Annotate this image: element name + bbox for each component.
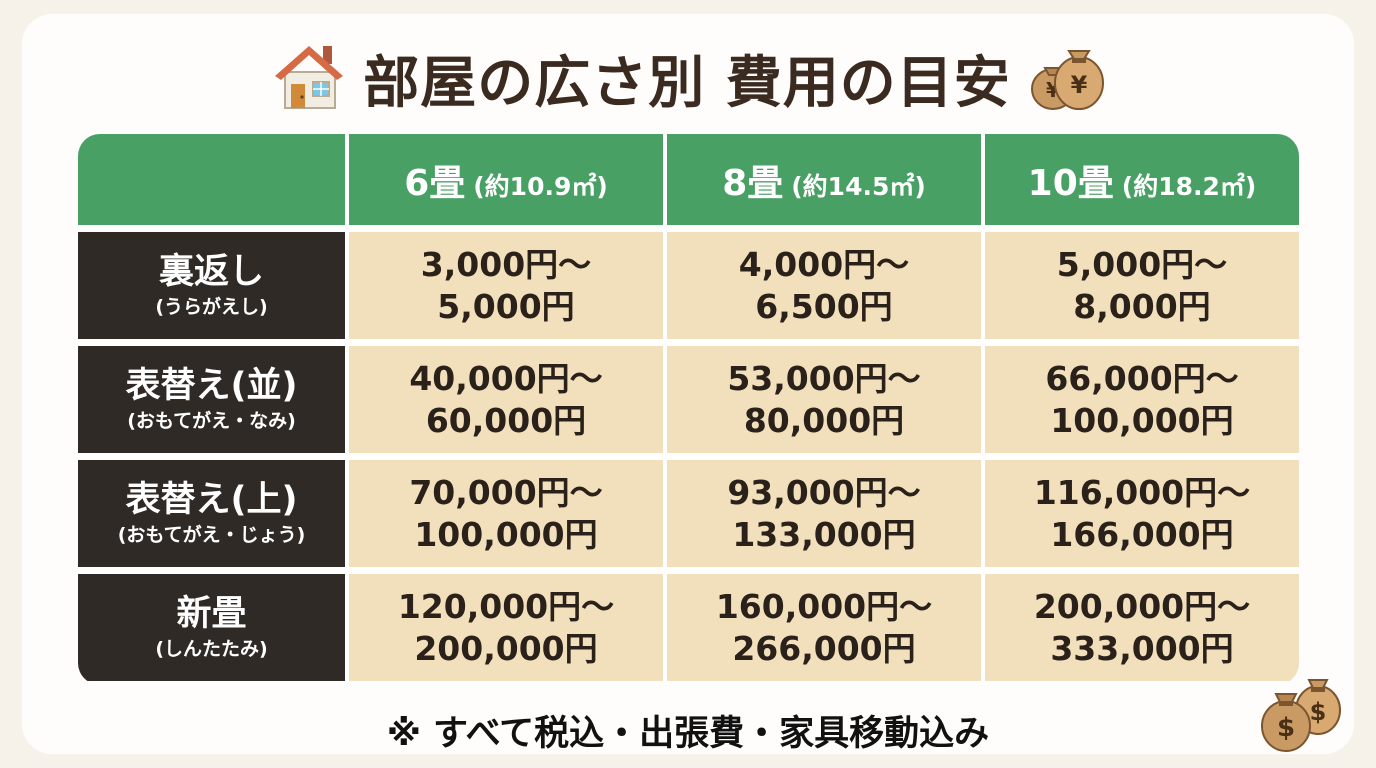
row-header-omotegae-jou: 表替え(上) (おもてがえ・じょう) (78, 460, 345, 567)
price-cell: 93,000円〜 133,000円 (667, 460, 981, 567)
row-name: 表替え(並) (125, 365, 298, 406)
price-to: 166,000円 (1050, 514, 1234, 554)
footnote: ※ すべて税込・出張費・家具移動込み (386, 713, 990, 754)
row-header-uragaeshi: 裏返し (うらがえし) (78, 232, 345, 339)
title-text: 部屋の広さ別 費用の目安 (363, 50, 1011, 116)
price-from: 160,000円〜 (715, 586, 933, 626)
column-area: (約10.9㎡) (473, 171, 608, 201)
page-title: 部屋の広さ別 費用の目安 ¥ ¥ (0, 38, 1376, 118)
row-reading: (おもてがえ・なみ) (127, 409, 296, 432)
price-from: 53,000円〜 (727, 358, 921, 398)
column-header-6jo: 6畳 (約10.9㎡) (349, 134, 663, 225)
price-from: 5,000円〜 (1056, 244, 1228, 284)
dollar-money-bags-icon: $ $ (1254, 672, 1350, 760)
price-to: 100,000円 (414, 514, 598, 554)
price-to: 100,000円 (1050, 400, 1234, 440)
price-to: 5,000円 (437, 286, 575, 326)
price-to: 200,000円 (414, 628, 598, 668)
price-from: 116,000円〜 (1033, 472, 1251, 512)
price-from: 4,000円〜 (738, 244, 910, 284)
price-to: 60,000円 (425, 400, 587, 440)
row-header-shintatami: 新畳 (しんたたみ) (78, 574, 345, 681)
price-from: 93,000円〜 (727, 472, 921, 512)
column-size: 10畳 (1027, 162, 1114, 204)
price-from: 200,000円〜 (1033, 586, 1251, 626)
price-cell: 160,000円〜 266,000円 (667, 574, 981, 681)
price-to: 8,000円 (1073, 286, 1211, 326)
row-name: 裏返し (158, 251, 264, 292)
column-size: 6畳 (404, 162, 466, 204)
price-to: 133,000円 (732, 514, 916, 554)
price-cell: 40,000円〜 60,000円 (349, 346, 663, 453)
price-to: 80,000円 (743, 400, 905, 440)
price-to: 6,500円 (755, 286, 893, 326)
price-from: 70,000円〜 (409, 472, 603, 512)
price-table: 6畳 (約10.9㎡) 8畳 (約14.5㎡) 10畳 (約18.2㎡) 裏返し (う… (78, 134, 1299, 685)
price-cell: 70,000円〜 100,000円 (349, 460, 663, 567)
column-header-8jo: 8畳 (約14.5㎡) (667, 134, 981, 225)
column-area: (約18.2㎡) (1121, 171, 1257, 201)
price-cell: 4,000円〜 6,500円 (667, 232, 981, 339)
row-reading: (しんたたみ) (155, 637, 268, 660)
price-cell: 200,000円〜 333,000円 (985, 574, 1299, 681)
price-from: 40,000円〜 (409, 358, 603, 398)
price-from: 3,000円〜 (420, 244, 592, 284)
price-from: 120,000円〜 (397, 586, 615, 626)
price-cell: 120,000円〜 200,000円 (349, 574, 663, 681)
svg-text:¥: ¥ (1070, 71, 1087, 99)
svg-text:$: $ (1310, 698, 1327, 726)
yen-money-bags-icon: ¥ ¥ (1027, 39, 1105, 117)
svg-text:$: $ (1277, 713, 1295, 743)
price-cell: 116,000円〜 166,000円 (985, 460, 1299, 567)
row-name: 表替え(上) (125, 479, 298, 520)
column-area: (約14.5㎡) (791, 171, 926, 201)
header-blank-cell (78, 134, 345, 225)
price-cell: 3,000円〜 5,000円 (349, 232, 663, 339)
price-cell: 53,000円〜 80,000円 (667, 346, 981, 453)
row-header-omotegae-nami: 表替え(並) (おもてがえ・なみ) (78, 346, 345, 453)
row-name: 新畳 (176, 593, 247, 634)
row-reading: (うらがえし) (155, 295, 268, 318)
column-header-10jo: 10畳 (約18.2㎡) (985, 134, 1299, 225)
price-from: 66,000円〜 (1045, 358, 1239, 398)
price-cell: 5,000円〜 8,000円 (985, 232, 1299, 339)
column-size: 8畳 (722, 162, 784, 204)
price-cell: 66,000円〜 100,000円 (985, 346, 1299, 453)
row-reading: (おもてがえ・じょう) (117, 523, 306, 546)
price-to: 266,000円 (732, 628, 916, 668)
house-icon (271, 40, 347, 116)
price-to: 333,000円 (1050, 628, 1234, 668)
